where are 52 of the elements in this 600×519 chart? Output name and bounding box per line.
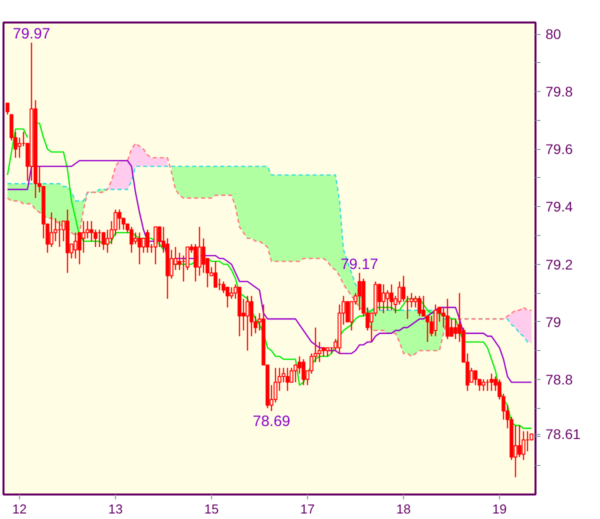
x-tick-label: 12 [12,502,27,516]
candlestick [474,370,478,386]
candlestick [138,232,142,265]
candlestick [490,373,494,392]
candlestick [198,226,202,276]
annotation: 78.69 [252,413,290,430]
candlestick [246,295,250,352]
y-tick-label: 79.6 [546,141,573,158]
y-tick-label: 79 [546,314,562,330]
candlestick [214,260,218,288]
candlestick [6,102,10,116]
candlestick [50,212,54,248]
y-tick-label: 78.61 [546,426,581,442]
x-tick-label: 13 [108,502,123,516]
candlestick [434,304,438,337]
candlestick [74,232,78,260]
candlestick [482,378,486,392]
candlestick [118,208,122,230]
candlestick [82,220,86,254]
candlestick [230,286,234,300]
candlestick [194,244,198,282]
y-tick-label: 79.8 [546,84,573,100]
candlestick [418,295,422,317]
candlestick [386,290,390,311]
x-tick-label: 19 [492,502,507,516]
candlestick [378,284,382,311]
annotation: 79.97 [12,26,50,43]
x-tick-label: 17 [300,502,315,516]
x-tick-label: 18 [396,502,411,516]
candlestick [286,367,290,392]
y-tick-label: 78.8 [546,371,573,388]
y-tick-label: 79.4 [546,198,573,215]
candlestick [102,232,106,250]
candlestick [446,298,450,340]
candlestick [382,284,386,314]
line-series [6,142,532,358]
candlestick [154,226,158,265]
x-tick-label: 15 [204,502,219,516]
candlestick [454,318,458,340]
candlestick [134,232,138,245]
candlestick [390,284,394,311]
y-tick-label: 79.2 [546,256,573,272]
candlestick [450,318,454,337]
candlestick [302,358,306,386]
candlestick [358,272,362,311]
candlestick [518,424,522,458]
y-tick-label: 80 [546,26,562,42]
candlestick [202,238,206,274]
candlestick [146,229,150,254]
candlestick [222,280,226,294]
annotation: 79.17 [340,256,378,273]
candlestick [130,226,134,254]
